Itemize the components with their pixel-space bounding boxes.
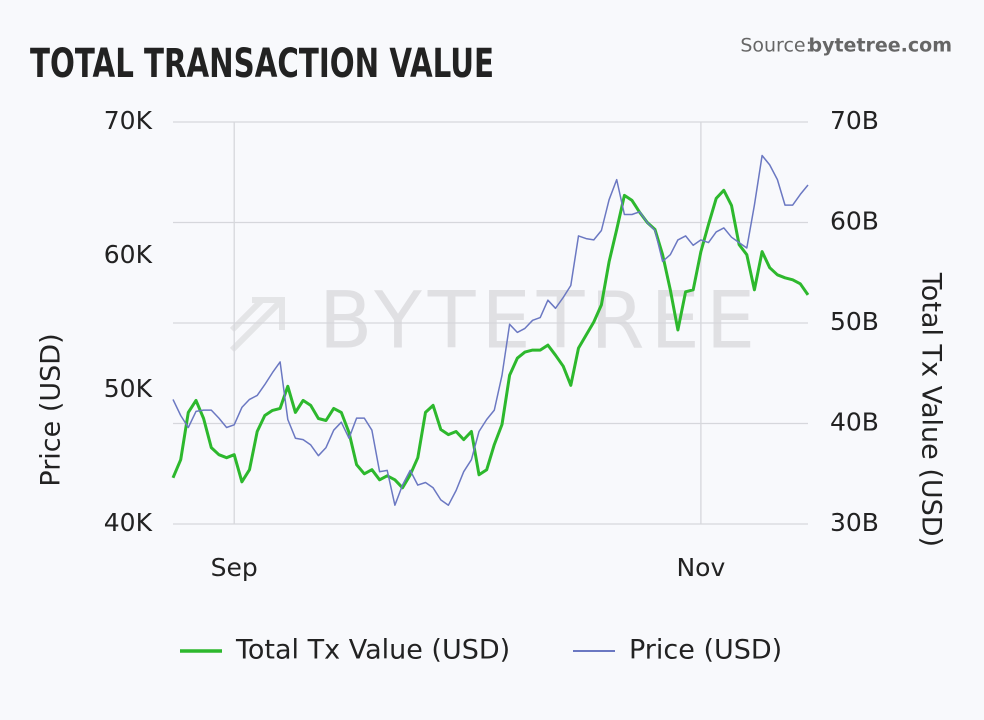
y2-tick-label: 30B [830, 508, 879, 537]
y2-tick-label: 50B [830, 307, 879, 336]
series-line [172, 154, 809, 506]
y-axis-label: Price (USD) [36, 333, 67, 486]
source-name: bytetree.com [808, 35, 952, 57]
series-line [171, 188, 810, 490]
y-tick-label: 50K [104, 374, 153, 403]
y2-axis-label: Total Tx Value (USD) [916, 272, 947, 547]
y2-tick-label: 40B [830, 408, 879, 437]
x-tick-label: Nov [676, 553, 725, 582]
y-tick-label: 60K [104, 240, 153, 269]
chart-title: TOTAL TRANSACTION VALUE [30, 41, 494, 87]
y2-tick-label: 70B [830, 106, 879, 135]
watermark-logo [229, 297, 285, 353]
source-label: Source: [740, 35, 812, 57]
x-tick-label: Sep [211, 553, 258, 582]
y-tick-label: 40K [104, 508, 153, 537]
legend-label: Total Tx Value (USD) [235, 635, 510, 666]
y2-tick-label: 60B [830, 207, 879, 236]
y-tick-label: 70K [104, 106, 153, 135]
watermark: BYTETREE [319, 276, 761, 366]
legend-label: Price (USD) [629, 635, 782, 666]
